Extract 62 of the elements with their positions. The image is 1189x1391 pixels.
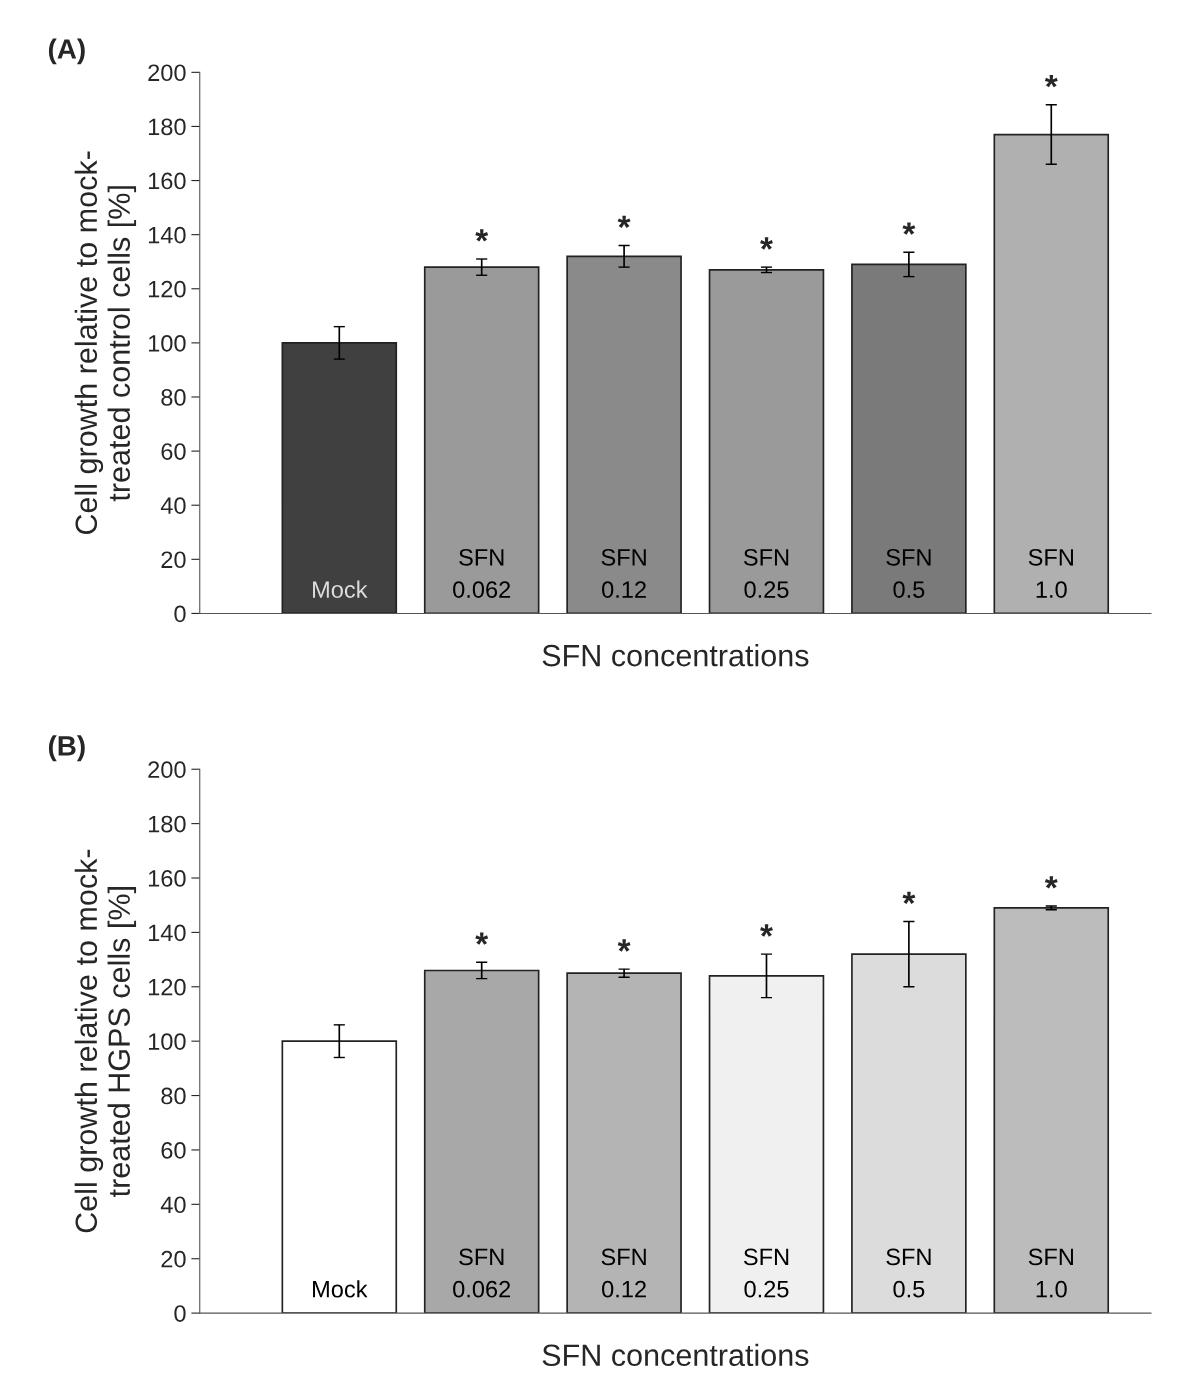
x-tick-label: Mock (313, 580, 368, 598)
y-tick-label: 200 (148, 64, 186, 82)
annotation: * (1044, 74, 1058, 88)
x-tick-label: SFN 0.062 (453, 1248, 511, 1298)
bar (708, 268, 825, 614)
annotation: * (475, 229, 489, 242)
y-tick-label: 140 (148, 924, 186, 942)
y-tick-label: 100 (148, 334, 186, 352)
y-tick-label: 40 (160, 497, 186, 514)
y-tick-label: 40 (160, 1196, 186, 1214)
x-tick-label: SFN 0.5 (886, 548, 931, 598)
y-tick-label: 0 (174, 605, 186, 623)
y-tick-label: 20 (161, 551, 186, 569)
bar (851, 263, 967, 614)
y-tick-label: 100 (148, 1033, 186, 1050)
annotation: * (760, 237, 773, 250)
bar (423, 969, 540, 1314)
y-tick-label: 120 (148, 280, 186, 298)
bar (993, 907, 1110, 1314)
x-tick-label: SFN 0.25 (743, 1248, 789, 1298)
x-tick-label: SFN 0.25 (743, 548, 789, 598)
x-tick-label: SFN 0.062 (453, 548, 511, 598)
chart-title: (A) (48, 38, 85, 65)
bar (566, 972, 682, 1314)
y-tick-label: 20 (161, 1250, 186, 1268)
bar (423, 266, 540, 614)
y-tick-label: 80 (161, 1087, 186, 1105)
bar (281, 342, 398, 614)
annotation: * (902, 222, 916, 235)
y-tick-label: 60 (161, 443, 186, 460)
x-axis-title: SFN concentrations (542, 643, 809, 667)
annotation: * (760, 924, 773, 937)
annotation: * (1044, 876, 1058, 889)
annotation: * (902, 891, 916, 905)
y-tick-label: 160 (148, 870, 186, 887)
y-tick-label: 180 (148, 118, 186, 136)
y-tick-label: 140 (148, 226, 186, 244)
x-tick-label: Mock (313, 1280, 368, 1298)
bar (281, 1040, 398, 1314)
annotation: * (475, 932, 489, 945)
y-axis-title: Cell growth relative to mock- treated control cells [%] (74, 151, 137, 535)
y-tick-label: 60 (161, 1142, 186, 1159)
y-tick-label: 0 (174, 1305, 186, 1322)
bar (566, 255, 682, 614)
x-tick-label: SFN 1.0 (1028, 1248, 1073, 1298)
x-axis-title: SFN concentrations (542, 1343, 809, 1367)
y-axis-title: Cell growth relative to mock- treated HGPS cells [%] (74, 849, 137, 1233)
x-tick-label: SFN 0.12 (601, 1248, 646, 1298)
bar (993, 133, 1110, 614)
annotation: * (617, 939, 631, 952)
y-tick-label: 120 (148, 978, 186, 996)
y-tick-label: 160 (148, 172, 186, 190)
y-tick-label: 180 (148, 815, 186, 833)
y-tick-label: 80 (161, 389, 186, 406)
chart-title: (B) (48, 735, 85, 762)
bar (708, 975, 825, 1314)
x-tick-label: SFN 0.12 (601, 548, 646, 598)
x-tick-label: SFN 1.0 (1028, 548, 1073, 598)
annotation: * (617, 215, 631, 229)
y-tick-label: 200 (148, 761, 186, 779)
x-tick-label: SFN 0.5 (886, 1248, 931, 1298)
bar (851, 953, 967, 1314)
